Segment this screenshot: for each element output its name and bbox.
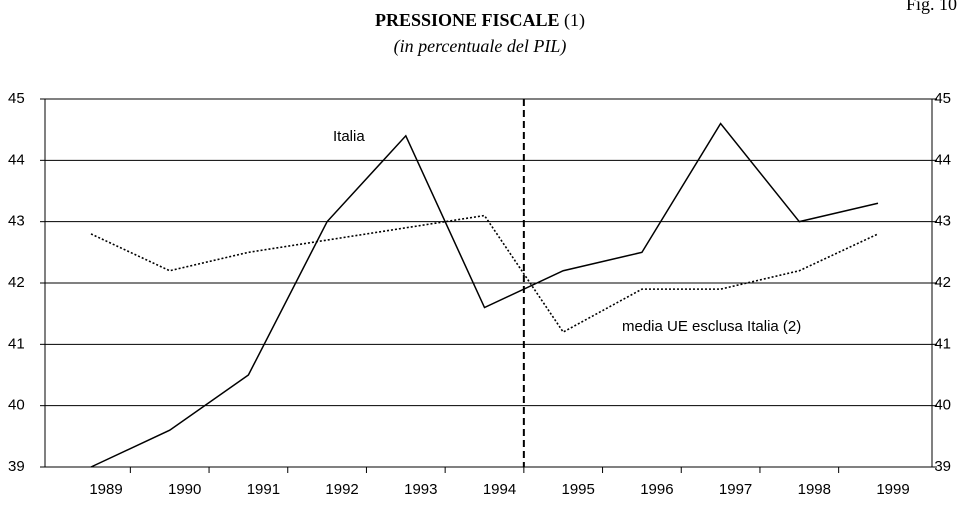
title-text: PRESSIONE FISCALE: [375, 10, 560, 30]
y-tick-label: 45: [8, 90, 25, 107]
x-tick-label: 1990: [168, 481, 201, 498]
x-tick-label: 1991: [247, 481, 280, 498]
x-tick-label: 1999: [876, 481, 909, 498]
y2-tick-label: 43: [934, 213, 951, 230]
y-tick-label: 43: [8, 213, 25, 230]
y-tick-label: 44: [8, 151, 25, 168]
x-tick-label: 1989: [89, 481, 122, 498]
x-tick-label: 1997: [719, 481, 752, 498]
series-label: Italia: [333, 128, 365, 145]
chart-title: PRESSIONE FISCALE (1): [375, 10, 585, 31]
y2-tick-label: 42: [934, 274, 951, 291]
y2-tick-label: 41: [934, 335, 951, 352]
x-tick-label: 1996: [640, 481, 673, 498]
x-tick-label: 1995: [562, 481, 595, 498]
x-tick-label: 1994: [483, 481, 516, 498]
plot-frame: [44, 98, 933, 468]
y-tick-label: 42: [8, 274, 25, 291]
figure-label: Fig. 10: [906, 0, 957, 14]
y2-tick-label: 40: [934, 397, 951, 414]
x-tick-label: 1998: [798, 481, 831, 498]
series-line: [90, 214, 879, 334]
series-line: [90, 122, 879, 468]
x-tick-label: 1992: [325, 481, 358, 498]
y2-tick-label: 45: [934, 90, 951, 107]
series-label: media UE esclusa Italia (2): [622, 318, 801, 335]
y-tick-label: 41: [8, 335, 25, 352]
y-tick-label: 39: [8, 458, 25, 475]
title-note: (1): [564, 10, 585, 31]
y-tick-label: 40: [8, 397, 25, 414]
chart-subtitle: (in percentuale del PIL): [394, 36, 567, 57]
y2-tick-label: 44: [934, 151, 951, 168]
y2-tick-label: 39: [934, 458, 951, 475]
x-tick-label: 1993: [404, 481, 437, 498]
